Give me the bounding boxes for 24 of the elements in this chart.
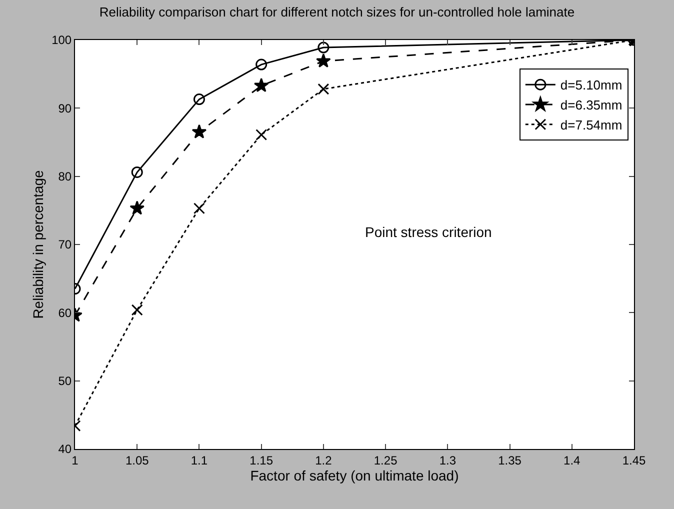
legend-label: d=7.54mm	[560, 117, 622, 132]
x-tick-label: 1.45	[622, 453, 646, 468]
x-tick-label: 1.3	[439, 453, 456, 468]
y-tick-label: 50	[58, 374, 72, 388]
x-tick-label: 1.25	[374, 453, 398, 468]
chart-title: Reliability comparison chart for different notch sizes for un-controlled hole laminate	[99, 4, 575, 20]
y-tick-label: 60	[58, 306, 72, 320]
x-tick-label: 1	[72, 453, 79, 468]
y-tick-label: 40	[58, 442, 72, 456]
y-tick-label: 70	[58, 238, 72, 252]
annotation: Point stress criterion	[365, 224, 492, 240]
y-tick-label: 80	[58, 170, 72, 184]
x-tick-label: 1.05	[125, 453, 150, 468]
legend-label: d=5.10mm	[560, 78, 622, 93]
x-axis-title: Factor of safety (on ultimate load)	[250, 468, 459, 484]
x-tick-label: 1.2	[315, 453, 332, 468]
x-tick-label: 1.4	[564, 453, 581, 468]
y-tick-label: 90	[58, 101, 72, 116]
x-tick-label: 1.1	[190, 453, 208, 468]
x-tick-label: 1.15	[250, 453, 274, 468]
y-tick-label: 100	[52, 33, 72, 48]
y-axis-title: Reliability in percentage	[30, 170, 46, 319]
x-tick-label: 1.35	[498, 453, 522, 468]
legend-label: d=6.35mm	[560, 98, 622, 113]
